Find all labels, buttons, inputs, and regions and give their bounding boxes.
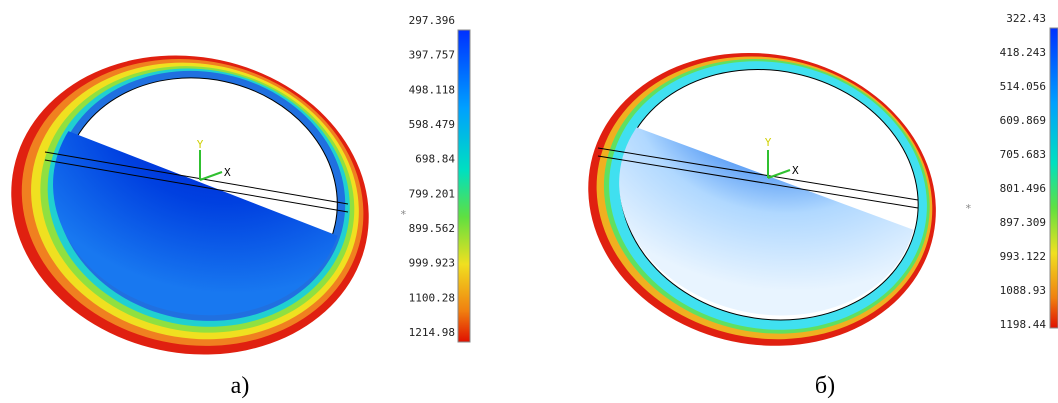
caption: б): [815, 373, 835, 399]
legend-label: 1100.28: [409, 291, 455, 304]
legend-label: 801.496: [1000, 182, 1046, 195]
marker: *: [400, 208, 407, 221]
legend-label: 397.757: [409, 49, 455, 62]
legend-label: 999.923: [409, 257, 455, 270]
axis-label-x: X: [792, 164, 799, 177]
legend-label: 514.056: [1000, 80, 1046, 93]
legend-label: 799.201: [409, 187, 455, 200]
legend-label: 322.43: [1006, 12, 1046, 25]
legend-label: 297.396: [409, 14, 455, 27]
legend-label: 705.683: [1000, 148, 1046, 161]
axis-label-y: Y: [765, 136, 772, 149]
legend-label: 698.84: [415, 153, 455, 166]
figure: 297.396 397.757 498.118 598.479 698.84 799.20…: [0, 0, 1058, 403]
legend-label: 609.869: [1000, 114, 1046, 127]
legend-label: 899.562: [409, 222, 455, 235]
legend-label: 1214.98: [409, 326, 455, 339]
contour-plot-a: [0, 23, 470, 387]
legend-label: 1088.93: [1000, 284, 1046, 297]
contour-plot-b: [561, 21, 1058, 377]
axis-label-y: Y: [197, 138, 204, 151]
legend-label: 598.479: [409, 118, 455, 131]
axis-label-x: X: [224, 166, 231, 179]
legend-label: 1198.44: [1000, 318, 1047, 331]
legend-label: 993.122: [1000, 250, 1046, 263]
legend-label: 897.309: [1000, 216, 1046, 229]
legend-label: 498.118: [409, 83, 455, 96]
caption: а): [231, 373, 250, 399]
legend-label: 418.243: [1000, 46, 1046, 59]
marker: *: [965, 202, 972, 215]
